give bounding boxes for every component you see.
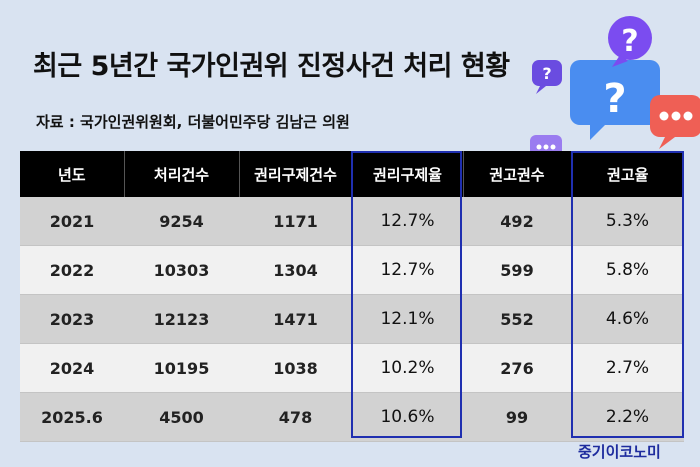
table-row: 2025.6 4500 478 10.6% 99 2.2%	[20, 392, 684, 442]
chat-bubbles-illustration: ? ? ?	[530, 16, 700, 166]
cell-processed-count: 10195	[124, 343, 239, 393]
cell-remedy-rate: 10.2%	[352, 343, 463, 393]
complaint-stats-table: 년도 처리건수 권리구제건수 권리구제율 권고권수 권고율 2021 9254 …	[20, 151, 684, 442]
cell-remedy-rate: 12.7%	[352, 245, 463, 295]
cell-remedy-count: 478	[239, 392, 352, 442]
header-year: 년도	[20, 151, 125, 197]
table-row: 2023 12123 1471 12.1% 552 4.6%	[20, 294, 684, 344]
cell-remedy-rate: 10.6%	[352, 392, 463, 442]
cell-remedy-rate: 12.1%	[352, 294, 463, 344]
cell-recommendation-count: 276	[463, 343, 571, 393]
table-header-row: 년도 처리건수 권리구제건수 권리구제율 권고권수 권고율	[20, 151, 684, 197]
cell-recommendation-count: 99	[463, 392, 571, 442]
cell-processed-count: 12123	[124, 294, 239, 344]
brand-logo: 중기이코노미	[578, 443, 661, 461]
cell-remedy-count: 1304	[239, 245, 352, 295]
cell-recommendation-count: 492	[463, 197, 571, 246]
source-note: 자료 : 국가인권위원회, 더불어민주당 김남근 의원	[36, 113, 350, 131]
cell-recommendation-rate: 5.3%	[571, 197, 684, 246]
recommendation-rate-highlight	[571, 151, 684, 438]
cell-processed-count: 9254	[124, 197, 239, 246]
cell-processed-count: 4500	[124, 392, 239, 442]
question-bubble-icon: ?	[570, 60, 660, 140]
cell-recommendation-rate: 2.7%	[571, 343, 684, 393]
table-row: 2024 10195 1038 10.2% 276 2.7%	[20, 343, 684, 393]
page-title: 최근 5년간 국가인권위 진정사건 처리 현황	[33, 51, 510, 82]
svg-text:?: ?	[542, 64, 551, 83]
table-row: 2021 9254 1171 12.7% 492 5.3%	[20, 197, 684, 246]
cell-remedy-count: 1038	[239, 343, 352, 393]
speech-bubble-dots-icon	[650, 95, 700, 149]
cell-remedy-count: 1171	[239, 197, 352, 246]
question-bubble-icon: ?	[608, 16, 652, 67]
cell-recommendation-rate: 4.6%	[571, 294, 684, 344]
cell-processed-count: 10303	[124, 245, 239, 295]
header-recommendation-rate: 권고율	[571, 151, 684, 197]
cell-year: 2024	[20, 343, 124, 393]
cell-recommendation-rate: 5.8%	[571, 245, 684, 295]
cell-remedy-count: 1471	[239, 294, 352, 344]
cell-recommendation-count: 552	[463, 294, 571, 344]
header-remedy-count: 권리구제건수	[239, 151, 353, 197]
header-recommendation-count: 권고권수	[463, 151, 572, 197]
cell-recommendation-rate: 2.2%	[571, 392, 684, 442]
cell-recommendation-count: 599	[463, 245, 571, 295]
speech-bubble-dots-icon: ?	[532, 60, 562, 94]
cell-year: 2021	[20, 197, 124, 246]
table-row: 2022 10303 1304 12.7% 599 5.8%	[20, 245, 684, 295]
remedy-rate-highlight	[351, 151, 462, 438]
cell-year: 2022	[20, 245, 124, 295]
cell-year: 2025.6	[20, 392, 124, 442]
header-remedy-rate: 권리구제율	[352, 151, 464, 197]
header-processed-count: 처리건수	[124, 151, 240, 197]
svg-text:?: ?	[621, 24, 638, 59]
svg-text:?: ?	[603, 76, 626, 122]
cell-year: 2023	[20, 294, 124, 344]
cell-remedy-rate: 12.7%	[352, 197, 463, 246]
